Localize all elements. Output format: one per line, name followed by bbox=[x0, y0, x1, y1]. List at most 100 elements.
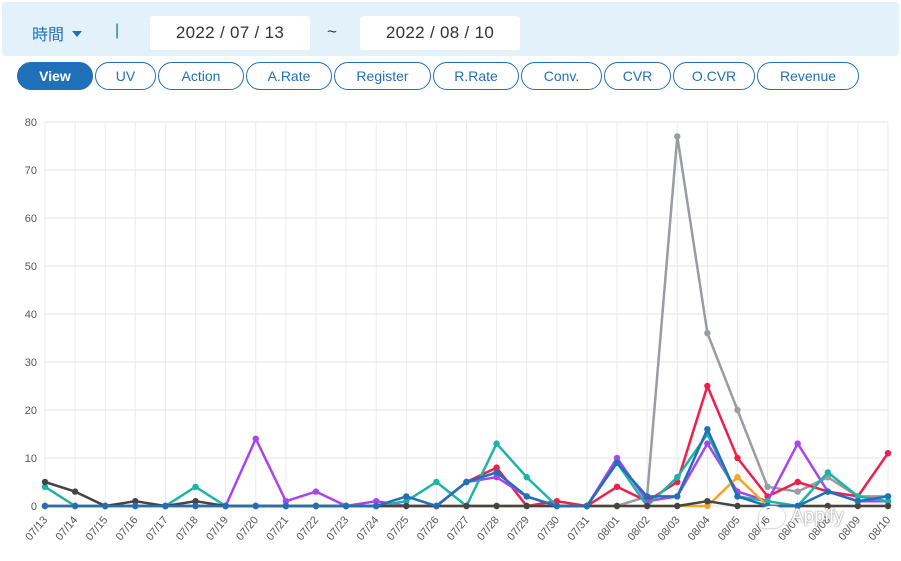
y-tick-label: 0 bbox=[31, 501, 37, 513]
x-tick-label: 07/14 bbox=[54, 514, 81, 543]
tab-uv[interactable]: UV bbox=[95, 62, 156, 90]
series-6-point bbox=[523, 493, 530, 500]
series-5-point bbox=[734, 502, 741, 510]
x-tick-label: 07/18 bbox=[174, 514, 201, 543]
series-6-point bbox=[463, 478, 470, 486]
x-tick-label: 07/22 bbox=[294, 514, 321, 543]
tab-a-rate[interactable]: A.Rate bbox=[246, 62, 332, 90]
series-6-point bbox=[102, 502, 109, 510]
series-2-point bbox=[282, 498, 290, 505]
tab-cvr[interactable]: CVR bbox=[604, 62, 671, 90]
series-3-point bbox=[523, 474, 530, 481]
start-date-field[interactable]: 2022 / 07 / 13 bbox=[150, 16, 310, 50]
series-5-point bbox=[643, 502, 651, 510]
watermark-text: Appify bbox=[791, 506, 844, 527]
series-3-point bbox=[674, 474, 681, 481]
y-tick-label: 60 bbox=[25, 213, 37, 225]
series-6-point bbox=[493, 469, 500, 476]
tab-view[interactable]: View bbox=[17, 62, 93, 90]
series-5-point bbox=[41, 478, 49, 486]
series-6-point bbox=[854, 498, 862, 505]
series-6-point bbox=[794, 502, 801, 510]
end-date-field[interactable]: 2022 / 08 / 10 bbox=[360, 16, 520, 50]
series-6-point bbox=[282, 502, 290, 510]
y-tick-label: 80 bbox=[25, 117, 37, 129]
y-tick-label: 10 bbox=[25, 453, 37, 465]
series-6-point bbox=[162, 502, 169, 510]
time-dimension-dropdown[interactable]: 時間 bbox=[32, 21, 83, 45]
series-1-point bbox=[493, 464, 500, 471]
series-0-point bbox=[674, 133, 681, 140]
series-6-point bbox=[884, 493, 892, 500]
caret-down-icon bbox=[72, 31, 83, 37]
x-tick-label: 07/31 bbox=[565, 514, 592, 543]
series-6-point bbox=[824, 488, 831, 495]
x-tick-label: 07/24 bbox=[355, 514, 382, 543]
x-tick-label: 08/02 bbox=[626, 514, 653, 543]
metric-tabs: View UV Action A.Rate Register R.Rate Co… bbox=[17, 62, 859, 90]
y-tick-label: 40 bbox=[25, 309, 37, 321]
tab-r-rate[interactable]: R.Rate bbox=[433, 62, 519, 90]
date-range-tilde: ~ bbox=[327, 22, 337, 41]
y-tick-label: 30 bbox=[25, 357, 37, 369]
series-6-point bbox=[342, 502, 350, 510]
x-tick-label: 08/05 bbox=[716, 514, 743, 543]
tab-o-cvr[interactable]: O.CVR bbox=[673, 62, 755, 90]
tab-conv[interactable]: Conv. bbox=[521, 62, 602, 90]
time-dimension-label: 時間 bbox=[32, 27, 65, 44]
x-tick-label: 07/25 bbox=[385, 514, 412, 543]
series-5-point bbox=[854, 502, 862, 510]
series-1-point bbox=[794, 478, 801, 486]
x-tick-label: 07/26 bbox=[415, 514, 442, 543]
series-2-point bbox=[493, 474, 500, 481]
series-5-point bbox=[403, 502, 410, 510]
y-tick-label: 70 bbox=[25, 165, 37, 177]
series-0-point bbox=[734, 406, 741, 414]
series-1-point bbox=[613, 483, 621, 490]
x-tick-label: 08/01 bbox=[595, 514, 622, 543]
series-3-point bbox=[824, 469, 831, 476]
series-5-point bbox=[463, 502, 470, 510]
x-tick-label: 08/04 bbox=[686, 514, 713, 543]
series-3-point bbox=[884, 498, 892, 505]
series-2-point bbox=[372, 498, 380, 505]
series-5-point bbox=[493, 502, 500, 510]
series-1-point bbox=[734, 454, 741, 462]
series-5-point bbox=[674, 502, 681, 510]
series-5-point bbox=[523, 502, 530, 510]
x-tick-label: 07/13 bbox=[23, 514, 50, 543]
series-3-point bbox=[493, 440, 500, 447]
series-1-point bbox=[704, 382, 711, 390]
tab-action[interactable]: Action bbox=[158, 62, 244, 90]
series-6-point bbox=[312, 502, 320, 510]
series-6-point bbox=[41, 502, 49, 510]
series-6-point bbox=[433, 502, 440, 510]
x-tick-label: 07/16 bbox=[114, 514, 141, 543]
series-2-point bbox=[312, 488, 320, 495]
watermark: Appify bbox=[759, 506, 844, 528]
series-6-point bbox=[613, 459, 621, 466]
series-0-point bbox=[764, 483, 771, 490]
tab-revenue[interactable]: Revenue bbox=[757, 62, 859, 90]
x-tick-label: 07/23 bbox=[324, 514, 351, 543]
series-3-point bbox=[433, 478, 440, 486]
header-separator: | bbox=[115, 22, 120, 39]
series-6-point bbox=[71, 502, 79, 510]
x-tick-label: 07/19 bbox=[204, 514, 231, 543]
series-6-point bbox=[372, 502, 380, 510]
series-6-point bbox=[252, 502, 259, 510]
x-tick-label: 07/28 bbox=[475, 514, 502, 543]
series-0-point bbox=[704, 330, 711, 337]
tab-register[interactable]: Register bbox=[334, 62, 431, 90]
series-2-point bbox=[252, 435, 259, 442]
series-5-point bbox=[192, 498, 199, 505]
series-5-point bbox=[132, 498, 139, 505]
series-2-point bbox=[794, 440, 801, 447]
series-6-point bbox=[222, 502, 229, 510]
series-5-point bbox=[613, 502, 621, 510]
series-3-point bbox=[192, 483, 199, 490]
series-6-point bbox=[192, 502, 199, 510]
x-tick-label: 07/17 bbox=[144, 514, 171, 543]
series-6-point bbox=[704, 426, 711, 433]
